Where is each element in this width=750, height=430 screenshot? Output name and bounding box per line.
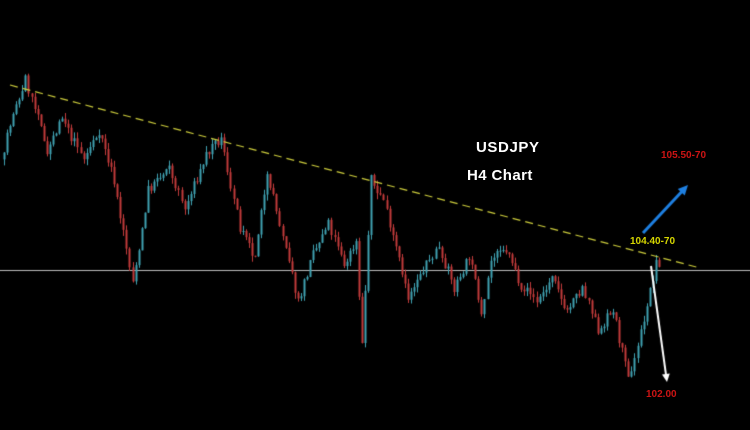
lower-target-label: 102.00 <box>646 389 677 400</box>
upper-target-label: 105.50-70 <box>661 150 707 161</box>
timeframe-label: H4 Chart <box>467 167 533 184</box>
symbol-label: USDJPY <box>476 139 540 156</box>
resistance-zone-label: 104.40-70 <box>630 236 676 247</box>
